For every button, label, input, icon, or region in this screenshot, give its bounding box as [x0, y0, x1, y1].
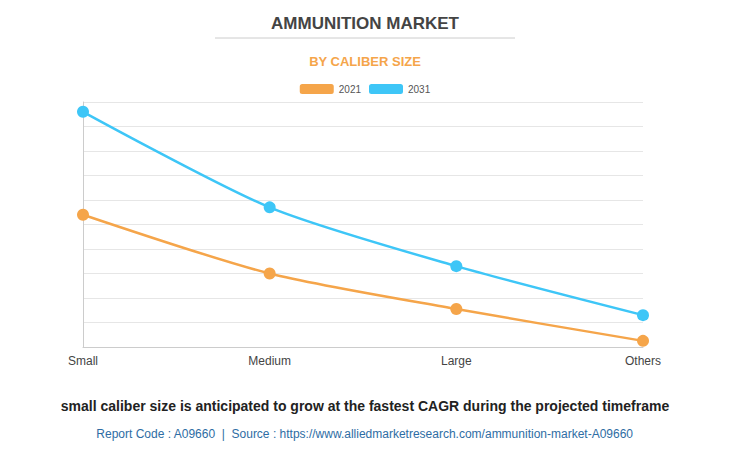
svg-text:Report Code : A09660 | Sourc: Report Code : A09660 | Source : https://… [96, 427, 633, 441]
svg-text:AMMUNITION MARKET: AMMUNITION MARKET [271, 14, 460, 33]
svg-text:2031: 2031 [408, 84, 431, 95]
svg-text:BY CALIBER SIZE: BY CALIBER SIZE [309, 54, 421, 69]
svg-text:2021: 2021 [339, 84, 362, 95]
svg-text:Medium: Medium [248, 354, 291, 368]
svg-text:Small: Small [68, 354, 98, 368]
svg-text:Large: Large [441, 354, 472, 368]
svg-text:small caliber size is anticipa: small caliber size is anticipated to gro… [61, 398, 670, 414]
svg-text:Others: Others [625, 354, 661, 368]
